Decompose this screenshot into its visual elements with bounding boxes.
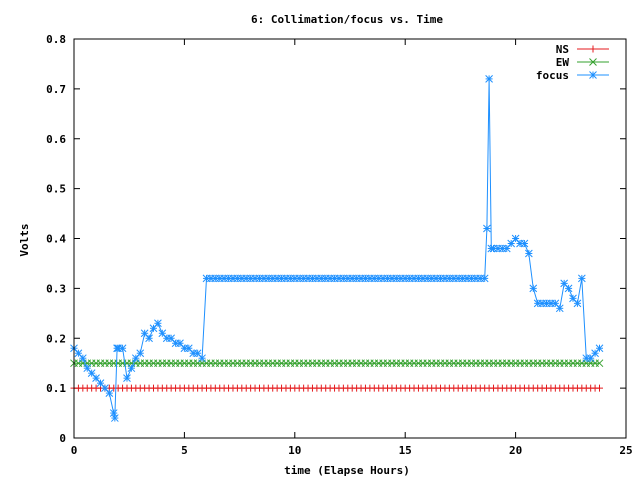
data-point-focus [502, 244, 511, 253]
legend-label-EW: EW [556, 56, 570, 69]
chart-title: 6: Collimation/focus vs. Time [251, 13, 443, 26]
data-point-focus [564, 284, 573, 293]
y-axis-label: Volts [18, 223, 31, 256]
data-point-focus [176, 339, 184, 348]
data-point-focus [524, 249, 533, 258]
legend-marker-NS [589, 45, 597, 53]
plot-frame [73, 38, 627, 439]
data-point-focus [154, 319, 162, 328]
data-point-focus [167, 334, 176, 343]
data-point-focus [573, 299, 582, 308]
y-tick-label: 0.8 [46, 33, 66, 46]
data-point-focus [105, 389, 114, 397]
y-tick-label: 0.4 [46, 233, 66, 246]
data-point-focus [127, 364, 136, 373]
data-point-focus [577, 274, 586, 283]
x-axis-label: time (Elapse Hours) [284, 464, 410, 477]
y-tick-label: 0.7 [46, 83, 66, 96]
data-point-focus [110, 414, 119, 422]
data-point-focus [591, 349, 599, 358]
legend-label-NS: NS [556, 43, 569, 56]
legend-marker-EW [589, 58, 597, 66]
data-point-focus [485, 75, 493, 83]
data-point-focus [529, 284, 538, 293]
y-tick-label: 0.6 [46, 133, 66, 146]
data-point-focus [109, 409, 118, 417]
series-line-focus [73, 78, 600, 419]
x-tick-label: 15 [399, 444, 412, 457]
data-point-NS [596, 384, 604, 392]
ticks: 0 5 10 15 20 25 0 0.1 0.2 0.3 0.4 0.5 0.6 0.7 0.8 [46, 33, 633, 457]
data-point-focus [483, 224, 491, 233]
data-point-focus [96, 379, 105, 387]
y-tick-label: 0 [59, 432, 66, 445]
data-point-focus [136, 349, 145, 358]
data-point-focus [480, 274, 489, 283]
data-point-focus [123, 374, 131, 383]
data-point-focus [78, 354, 87, 363]
data-point-focus [207, 274, 215, 283]
data-point-focus [555, 304, 564, 313]
legend-marker-focus [589, 71, 597, 79]
x-tick-label: 20 [509, 444, 522, 457]
y-tick-label: 0.5 [46, 183, 66, 196]
data-point-focus [118, 344, 127, 353]
series-layer [70, 75, 604, 422]
y-tick-label: 0.3 [46, 282, 66, 295]
x-tick-label: 5 [181, 444, 188, 457]
y-tick-label: 0.1 [46, 382, 66, 395]
y-tick-label: 0.2 [46, 332, 66, 345]
legend-label-focus: focus [536, 69, 569, 82]
data-point-focus [520, 239, 529, 248]
x-tick-label: 10 [288, 444, 301, 457]
data-point-EW [595, 359, 604, 368]
x-tick-label: 25 [619, 444, 632, 457]
data-point-focus [145, 334, 153, 343]
x-tick-label: 0 [71, 444, 78, 457]
data-point-focus [198, 354, 206, 363]
data-point-focus [595, 344, 604, 353]
data-point-focus [87, 369, 96, 378]
